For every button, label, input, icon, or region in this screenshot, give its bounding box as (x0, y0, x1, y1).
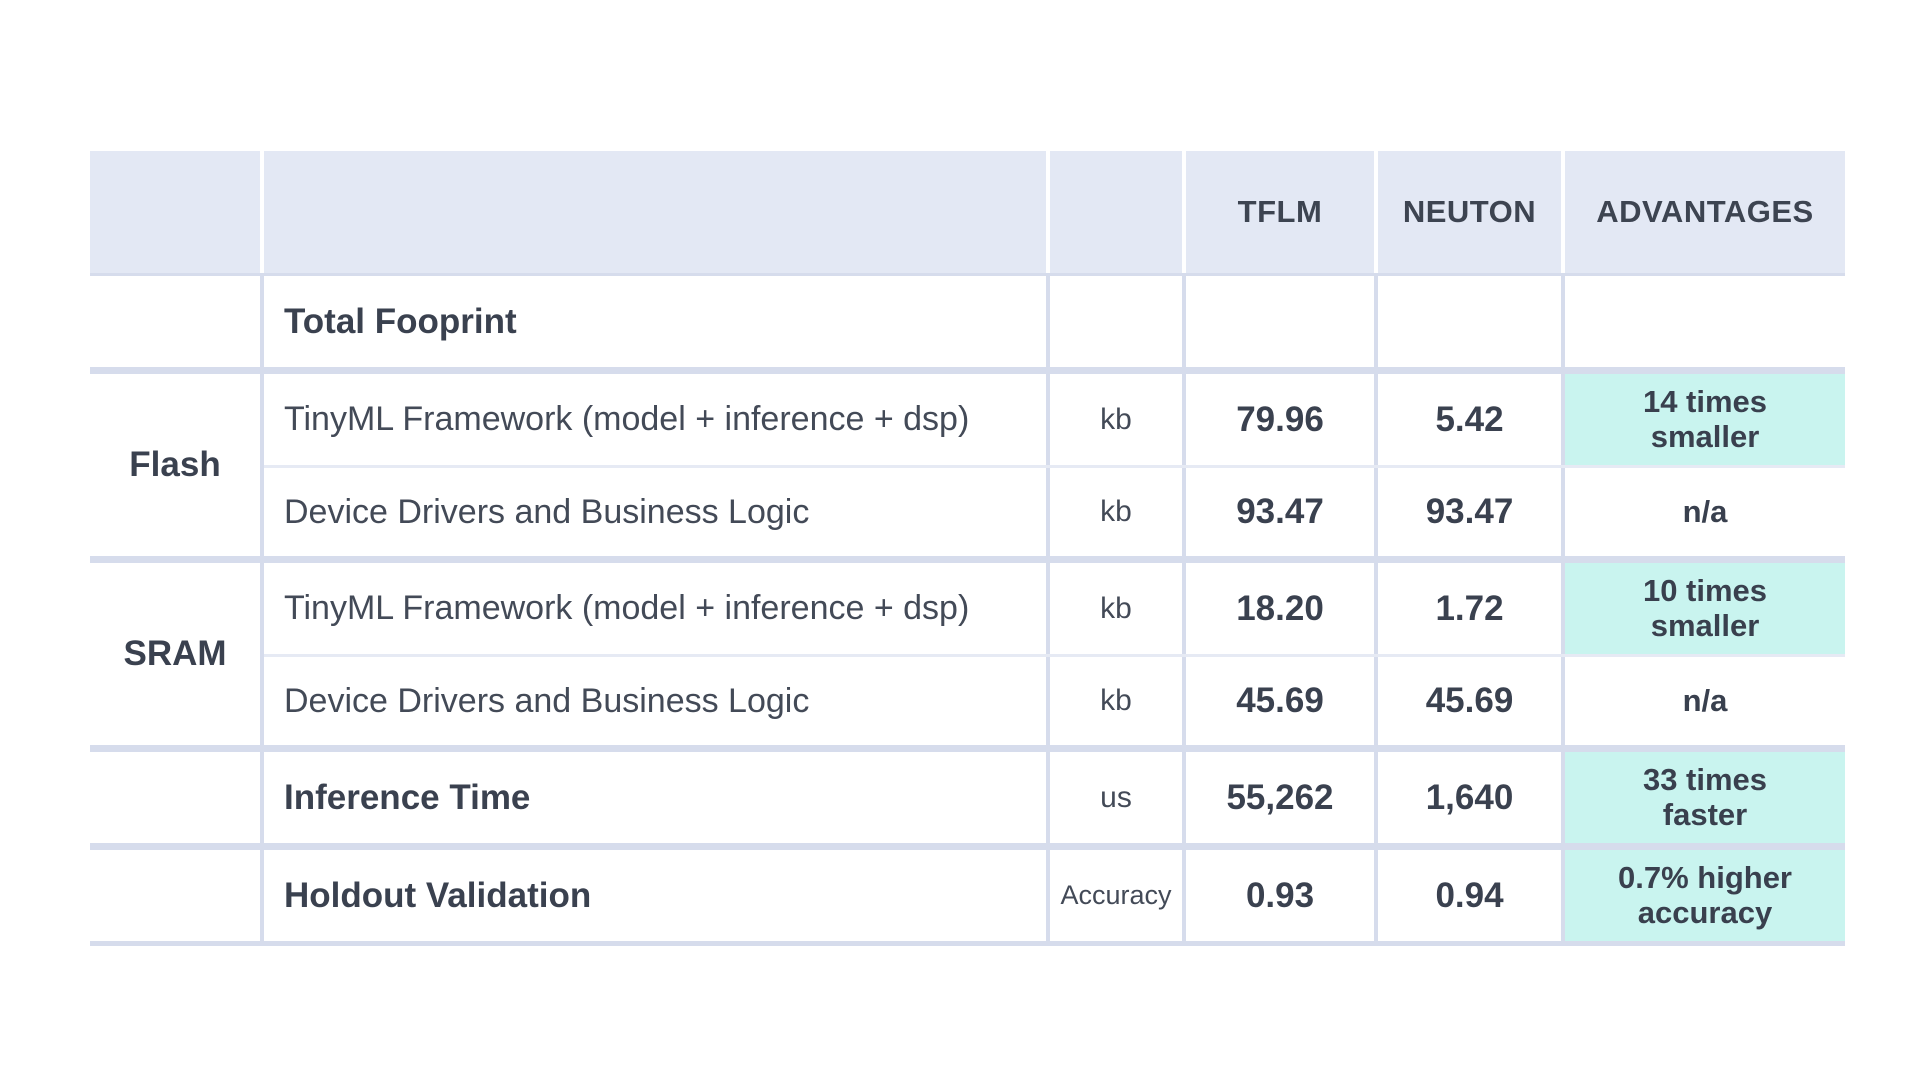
sram-framework-tflm-value: 18.20 (1186, 563, 1374, 654)
sram-framework-unit: kb (1050, 563, 1182, 654)
flash-framework-advantage-badge: 14 times smaller (1565, 374, 1845, 465)
flash-group-label: Flash (90, 374, 260, 556)
sram-drivers-unit: kb (1050, 657, 1182, 745)
holdout-validation-neuton-value: 0.94 (1378, 850, 1561, 941)
tflm-vs-neuton-comparison-table: TFLM NEUTON ADVANTAGES Total Fooprint Fl… (90, 151, 1845, 946)
total-footprint-unit-cell (1050, 276, 1182, 367)
header-cell-advantages: ADVANTAGES (1565, 151, 1845, 273)
flash-drivers-advantage: n/a (1565, 468, 1845, 556)
table-body: Total Fooprint Flash TinyML Framework (m… (90, 273, 1845, 946)
inference-time-advantage-badge: 33 times faster (1565, 752, 1845, 843)
flash-framework-neuton-value: 5.42 (1378, 374, 1561, 465)
total-footprint-neuton-cell (1378, 276, 1561, 367)
flash-subrow-divider (264, 465, 1845, 468)
holdout-validation-advantage-badge: 0.7% higher accuracy (1565, 850, 1845, 941)
total-footprint-group-cell (90, 276, 260, 367)
inference-time-unit: us (1050, 752, 1182, 843)
inference-time-neuton-value: 1,640 (1378, 752, 1561, 843)
sram-framework-label: TinyML Framework (model + inference + ds… (264, 563, 1046, 654)
header-cell-group (90, 151, 260, 273)
header-cell-neuton: NEUTON (1378, 151, 1561, 273)
sram-framework-neuton-value: 1.72 (1378, 563, 1561, 654)
inference-group-cell (90, 752, 260, 843)
sram-subrow-divider (264, 654, 1845, 657)
flash-framework-tflm-value: 79.96 (1186, 374, 1374, 465)
total-footprint-advantage-cell (1565, 276, 1845, 367)
total-footprint-label: Total Fooprint (264, 276, 1046, 367)
header-cell-metric (264, 151, 1046, 273)
flash-framework-unit: kb (1050, 374, 1182, 465)
inference-time-label: Inference Time (264, 752, 1046, 843)
flash-drivers-unit: kb (1050, 468, 1182, 556)
sram-drivers-neuton-value: 45.69 (1378, 657, 1561, 745)
flash-drivers-tflm-value: 93.47 (1186, 468, 1374, 556)
inference-time-tflm-value: 55,262 (1186, 752, 1374, 843)
holdout-group-cell (90, 850, 260, 941)
flash-drivers-neuton-value: 93.47 (1378, 468, 1561, 556)
sram-drivers-advantage: n/a (1565, 657, 1845, 745)
sram-drivers-label: Device Drivers and Business Logic (264, 657, 1046, 745)
holdout-validation-unit: Accuracy (1050, 850, 1182, 941)
flash-framework-label: TinyML Framework (model + inference + ds… (264, 374, 1046, 465)
flash-drivers-label: Device Drivers and Business Logic (264, 468, 1046, 556)
sram-group-label: SRAM (90, 563, 260, 745)
total-footprint-tflm-cell (1186, 276, 1374, 367)
holdout-validation-label: Holdout Validation (264, 850, 1046, 941)
sram-framework-advantage-badge: 10 times smaller (1565, 563, 1845, 654)
table-header-row: TFLM NEUTON ADVANTAGES (90, 151, 1845, 273)
holdout-validation-tflm-value: 0.93 (1186, 850, 1374, 941)
sram-drivers-tflm-value: 45.69 (1186, 657, 1374, 745)
header-cell-tflm: TFLM (1186, 151, 1374, 273)
header-cell-unit (1050, 151, 1182, 273)
